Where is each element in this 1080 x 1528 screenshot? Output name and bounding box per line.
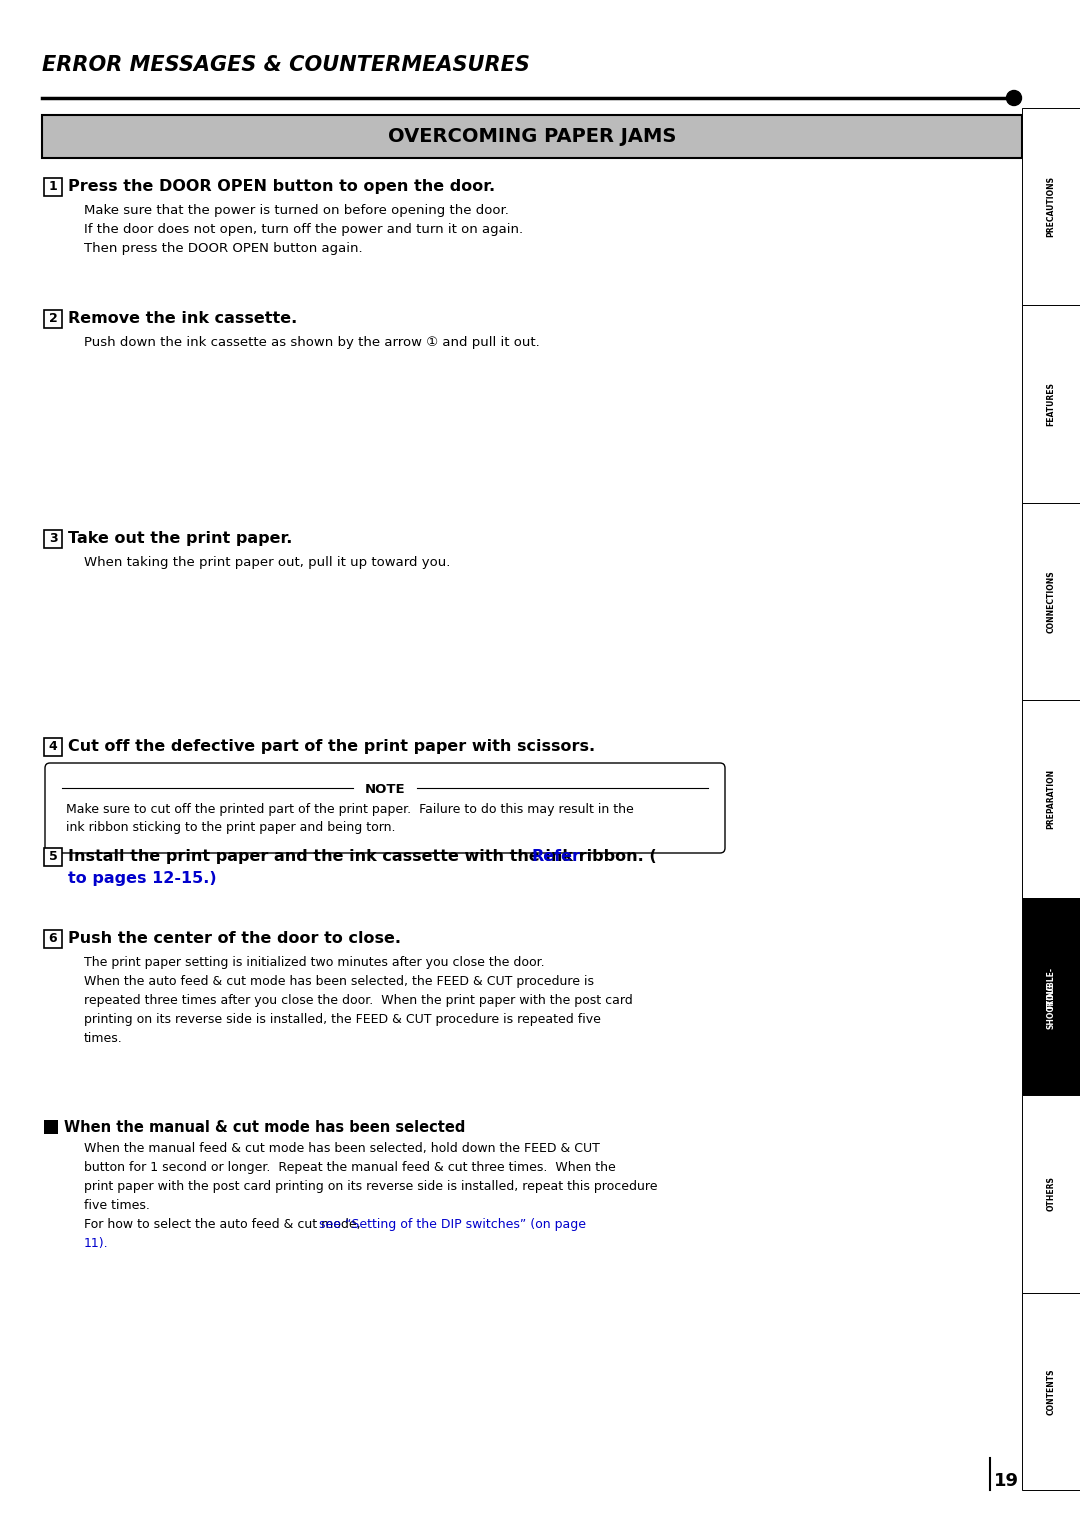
- Text: to pages 12-15.): to pages 12-15.): [68, 871, 217, 886]
- Text: 19: 19: [994, 1471, 1018, 1490]
- Text: 2: 2: [49, 313, 57, 325]
- Text: When taking the print paper out, pull it up toward you.: When taking the print paper out, pull it…: [84, 556, 450, 568]
- Text: five times.: five times.: [84, 1199, 150, 1212]
- Text: When the auto feed & cut mode has been selected, the FEED & CUT procedure is: When the auto feed & cut mode has been s…: [84, 975, 594, 989]
- Text: Remove the ink cassette.: Remove the ink cassette.: [68, 312, 297, 325]
- Text: Push down the ink cassette as shown by the arrow ① and pull it out.: Push down the ink cassette as shown by t…: [84, 336, 540, 348]
- Text: 11).: 11).: [84, 1238, 109, 1250]
- Bar: [1022, 108, 1080, 306]
- Text: The print paper setting is initialized two minutes after you close the door.: The print paper setting is initialized t…: [84, 957, 544, 969]
- Text: 1: 1: [49, 180, 57, 194]
- Text: Push the center of the door to close.: Push the center of the door to close.: [68, 931, 401, 946]
- Text: printing on its reverse side is installed, the FEED & CUT procedure is repeated : printing on its reverse side is installe…: [84, 1013, 600, 1025]
- Text: TROUBLE-: TROUBLE-: [1047, 967, 1055, 1010]
- Text: Cut off the defective part of the print paper with scissors.: Cut off the defective part of the print …: [68, 740, 595, 753]
- Bar: [1022, 1096, 1080, 1293]
- Text: 4: 4: [49, 741, 57, 753]
- Bar: [1022, 306, 1080, 503]
- Text: For how to select the auto feed & cut mode,: For how to select the auto feed & cut mo…: [84, 1218, 365, 1232]
- Text: print paper with the post card printing on its reverse side is installed, repeat: print paper with the post card printing …: [84, 1180, 658, 1193]
- Bar: [44, 310, 62, 329]
- Bar: [44, 530, 62, 549]
- Text: Press the DOOR OPEN button to open the door.: Press the DOOR OPEN button to open the d…: [68, 179, 495, 194]
- Text: PRECAUTIONS: PRECAUTIONS: [1047, 176, 1055, 237]
- Text: Install the print paper and the ink cassette with the ink ribbon. (: Install the print paper and the ink cass…: [68, 850, 657, 863]
- Text: If the door does not open, turn off the power and turn it on again.: If the door does not open, turn off the …: [84, 223, 523, 235]
- Text: Make sure to cut off the printed part of the print paper.  Failure to do this ma: Make sure to cut off the printed part of…: [66, 804, 634, 816]
- Bar: [1022, 898, 1080, 1096]
- Text: button for 1 second or longer.  Repeat the manual feed & cut three times.  When : button for 1 second or longer. Repeat th…: [84, 1161, 616, 1174]
- Text: 3: 3: [49, 532, 57, 545]
- Text: 6: 6: [49, 932, 57, 946]
- Bar: [42, 115, 1022, 157]
- Bar: [44, 931, 62, 947]
- Text: see “Setting of the DIP switches” (on page: see “Setting of the DIP switches” (on pa…: [320, 1218, 586, 1232]
- Text: Make sure that the power is turned on before opening the door.: Make sure that the power is turned on be…: [84, 205, 509, 217]
- Bar: [44, 848, 62, 866]
- FancyBboxPatch shape: [45, 762, 725, 853]
- Text: repeated three times after you close the door.  When the print paper with the po: repeated three times after you close the…: [84, 995, 633, 1007]
- Text: ink ribbon sticking to the print paper and being torn.: ink ribbon sticking to the print paper a…: [66, 821, 395, 834]
- Text: Take out the print paper.: Take out the print paper.: [68, 532, 293, 545]
- Text: OTHERS: OTHERS: [1047, 1177, 1055, 1212]
- Text: Refer: Refer: [531, 850, 581, 863]
- Bar: [1022, 700, 1080, 898]
- Circle shape: [1007, 90, 1022, 105]
- Bar: [1022, 503, 1080, 700]
- Text: PREPARATION: PREPARATION: [1047, 769, 1055, 830]
- Text: 5: 5: [49, 851, 57, 863]
- Text: When the manual & cut mode has been selected: When the manual & cut mode has been sele…: [64, 1120, 465, 1135]
- Text: NOTE: NOTE: [365, 782, 405, 796]
- Bar: [1022, 1293, 1080, 1490]
- Text: FEATURES: FEATURES: [1047, 382, 1055, 426]
- Bar: [44, 738, 62, 756]
- Text: OVERCOMING PAPER JAMS: OVERCOMING PAPER JAMS: [388, 127, 676, 147]
- Text: Then press the DOOR OPEN button again.: Then press the DOOR OPEN button again.: [84, 241, 363, 255]
- Text: When the manual feed & cut mode has been selected, hold down the FEED & CUT: When the manual feed & cut mode has been…: [84, 1141, 599, 1155]
- Text: CONNECTIONS: CONNECTIONS: [1047, 570, 1055, 633]
- Bar: [44, 1120, 58, 1134]
- Bar: [44, 177, 62, 196]
- Text: times.: times.: [84, 1031, 123, 1045]
- Text: SHOOTING: SHOOTING: [1047, 984, 1055, 1030]
- Text: ERROR MESSAGES & COUNTERMEASURES: ERROR MESSAGES & COUNTERMEASURES: [42, 55, 530, 75]
- Text: CONTENTS: CONTENTS: [1047, 1368, 1055, 1415]
